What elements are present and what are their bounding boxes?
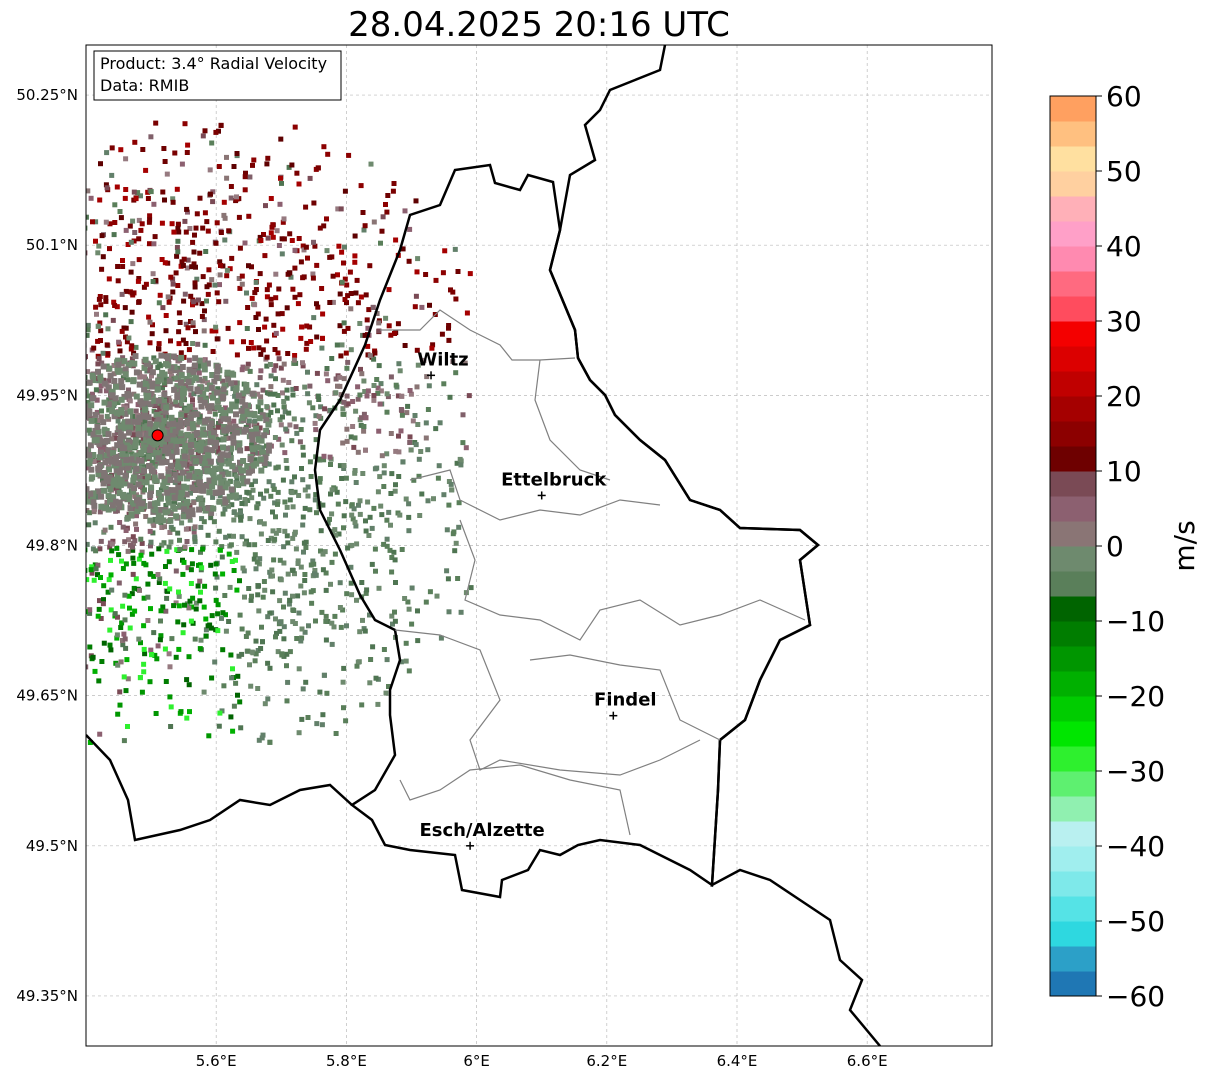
city-marker: Wiltz [417, 349, 469, 380]
colorbar-segment [1050, 396, 1096, 422]
info-box: Product: 3.4° Radial Velocity Data: RMIB [93, 50, 342, 101]
lon-tick-label: 6.4°E [717, 1052, 758, 1070]
lat-tick-label: 49.65°N [16, 687, 78, 705]
colorbar-segment [1050, 296, 1096, 322]
city-label: Ettelbruck [501, 469, 607, 490]
colorbar-tick-label: −10 [1106, 605, 1165, 638]
france-belgium-border [86, 734, 353, 842]
colorbar-segment [1050, 746, 1096, 772]
colorbar-segment [1050, 521, 1096, 547]
colorbar-segment [1050, 171, 1096, 197]
colorbar-segment [1050, 821, 1096, 847]
colorbar-segment [1050, 621, 1096, 647]
lon-tick-label: 5.8°E [326, 1052, 367, 1070]
district-boundary [529, 654, 721, 741]
colorbar-segment [1050, 796, 1096, 822]
colorbar-segment [1050, 546, 1096, 572]
colorbar-tick-label: 40 [1106, 230, 1142, 263]
city-label: Findel [594, 690, 657, 711]
colorbar-tick-label: 60 [1106, 80, 1142, 113]
colorbar-tick-label: 20 [1106, 380, 1142, 413]
axis-ticks: 5.6°E 5.8°E 6°E 6.2°E 6.4°E 6.6°E 50.25°N 50.1°… [16, 86, 887, 1070]
colorbar-segment [1050, 421, 1096, 447]
colorbar-segment [1050, 471, 1096, 497]
district-boundary [380, 309, 576, 361]
colorbar-segment [1050, 196, 1096, 222]
colorbar-segment [1050, 721, 1096, 747]
colorbar-segment [1050, 221, 1096, 247]
lon-tick-label: 6.2°E [586, 1052, 627, 1070]
colorbar-segment [1050, 346, 1096, 372]
colorbar-segment [1050, 871, 1096, 897]
colorbar-tick-label: 0 [1106, 530, 1124, 563]
lon-tick-label: 6.6°E [847, 1052, 888, 1070]
city-marker: Findel [594, 690, 657, 720]
colorbar-segment [1050, 146, 1096, 172]
colorbar-segment [1050, 771, 1096, 797]
lon-tick-label: 5.6°E [196, 1052, 237, 1070]
city-layer: Wiltz Ettelbruck Findel Esch/Alzette [151, 349, 657, 850]
info-product: Product: 3.4° Radial Velocity [100, 54, 327, 73]
colorbar-segment [1050, 846, 1096, 872]
district-boundary [534, 359, 611, 481]
district-boundary [399, 764, 631, 836]
colorbar-segment [1050, 371, 1096, 397]
colorbar-tick-label: −50 [1106, 905, 1165, 938]
colorbar-segment [1050, 271, 1096, 297]
germany-border [548, 45, 881, 1046]
colorbar-tick-label: −40 [1106, 830, 1165, 863]
colorbar-unit-label: m/s [1168, 520, 1201, 571]
colorbar-segment [1050, 921, 1096, 947]
colorbar-segment [1050, 96, 1096, 122]
colorbar-segment [1050, 446, 1096, 472]
colorbar-segment [1050, 596, 1096, 622]
colorbar-segment [1050, 646, 1096, 672]
colorbar-tick-label: 10 [1106, 455, 1142, 488]
borders-layer [86, 45, 881, 1046]
colorbar-segment [1050, 946, 1096, 972]
colorbar-segment [1050, 696, 1096, 722]
lat-tick-label: 49.8°N [26, 537, 78, 555]
colorbar-segment [1050, 321, 1096, 347]
colorbar-tick-label: −30 [1106, 755, 1165, 788]
lon-tick-label: 6°E [463, 1052, 490, 1070]
lat-tick-label: 49.95°N [16, 386, 78, 404]
city-label: Wiltz [417, 349, 468, 370]
lat-tick-label: 50.1°N [26, 236, 78, 254]
colorbar-segment [1050, 571, 1096, 597]
info-data-source: Data: RMIB [100, 76, 189, 95]
colorbar: 60 50 40 30 20 10 0 −10 −20 −30 −40 −50 −60 [1049, 80, 1165, 1013]
colorbar-segment [1050, 246, 1096, 272]
lat-tick-label: 50.25°N [16, 86, 78, 104]
colorbar-segment [1050, 971, 1096, 997]
district-boundary [459, 519, 806, 641]
lat-tick-label: 49.35°N [16, 987, 78, 1005]
district-boundary [409, 469, 661, 521]
radar-site-marker [151, 429, 164, 442]
colorbar-tick-label: −60 [1106, 980, 1165, 1013]
city-marker: Ettelbruck [501, 469, 607, 500]
map-frame [85, 44, 993, 1047]
colorbar-tick-label: 50 [1106, 155, 1142, 188]
colorbar-tick-label: 30 [1106, 305, 1142, 338]
city-label: Esch/Alzette [419, 820, 544, 841]
city-marker: Esch/Alzette [419, 820, 545, 850]
map-title: 28.04.2025 20:16 UTC [348, 5, 730, 45]
colorbar-segment [1050, 496, 1096, 522]
colorbar-segment [1050, 896, 1096, 922]
district-boundary [394, 629, 701, 776]
lat-tick-label: 49.5°N [26, 837, 78, 855]
colorbar-segment [1050, 121, 1096, 147]
colorbar-segment [1050, 671, 1096, 697]
colorbar-tick-label: −20 [1106, 680, 1165, 713]
radar-velocity-layer [86, 120, 474, 745]
